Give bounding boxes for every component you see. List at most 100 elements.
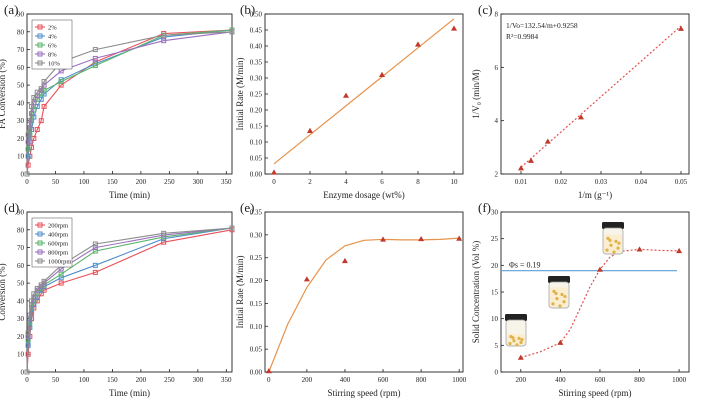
y-tick-label: 0.25: [250, 254, 263, 262]
data-point: [303, 276, 310, 282]
data-point: [557, 339, 564, 345]
x-tick-label: 0.01: [515, 178, 528, 186]
data-point: [58, 271, 64, 277]
vial-illustration-high: [602, 222, 624, 255]
y-tick-label: 20: [17, 135, 25, 143]
legend-label: 2%: [48, 25, 57, 32]
data-point: [92, 55, 98, 61]
plot-frame: [264, 211, 464, 373]
legend-swatch-marker: [37, 258, 43, 264]
panel-label: (a): [4, 2, 18, 17]
vial-illustration-low: [505, 314, 527, 347]
x-tick-label: 0: [25, 178, 29, 186]
vial-particle: [616, 246, 620, 250]
vial-particle: [555, 297, 559, 301]
vial-particle: [612, 250, 616, 254]
x-tick-label: 250: [164, 178, 175, 186]
data-point: [676, 247, 683, 254]
x-tick-label: 50: [52, 178, 60, 186]
legend-label: 6%: [48, 43, 57, 50]
y-tick-label: 4: [495, 117, 499, 125]
y-tick-label: 10: [491, 315, 499, 323]
data-point: [41, 103, 47, 109]
plot-frame: [264, 13, 464, 175]
vial-particle: [519, 340, 523, 345]
vial-cap: [505, 314, 527, 321]
data-point: [528, 157, 534, 163]
vial-particle: [511, 336, 515, 340]
legend-label: 1000rpm: [48, 259, 71, 266]
y-axis-label: 1/V₀ (min/M): [471, 69, 481, 118]
data-point: [27, 125, 33, 131]
chart-panel-1: (a) 0 50 100 150 200 250 300 350 0 10 20 30 40 50 60 70 8…: [0, 2, 235, 200]
x-tick-label: 600: [378, 376, 389, 384]
panel-label: (e): [240, 200, 254, 215]
x-tick-label: 200: [516, 376, 527, 384]
data-point: [25, 132, 31, 138]
x-axis-label: Time (min): [109, 190, 150, 200]
y-tick-label: 40: [17, 297, 25, 305]
x-tick-label: 200: [302, 376, 313, 384]
data-point: [38, 282, 44, 288]
data-point: [58, 280, 64, 286]
x-tick-label: 100: [79, 178, 90, 186]
x-axis-label: Time (min): [109, 388, 150, 398]
vial-particle: [512, 339, 516, 343]
data-point: [25, 330, 31, 336]
y-tick-label: 10: [17, 351, 25, 359]
x-axis-label: Enzyme dosage (wt%): [323, 190, 404, 200]
x-tick-label: 0: [267, 376, 271, 384]
x-axis-label: Stirring speed (rpm): [328, 388, 401, 398]
data-point: [596, 266, 603, 272]
data-point: [38, 118, 44, 124]
y-tick-label: 30: [17, 117, 25, 125]
legend-label: 800rpm: [48, 250, 68, 257]
fit-r-squared: R²=0.9984: [506, 32, 538, 41]
data-point: [161, 230, 167, 236]
x-axis-label: 1/m (g⁻¹): [578, 190, 612, 200]
panel-label: (b): [240, 2, 255, 17]
plot-frame: [500, 13, 690, 175]
vial-particle: [609, 243, 613, 247]
x-tick-label: 0.02: [555, 178, 568, 186]
data-point: [29, 111, 35, 117]
y-tick-label: 60: [17, 64, 25, 72]
y-tick-label: 0.10: [250, 139, 263, 147]
y-tick-label: 0.45: [250, 27, 263, 35]
y-tick-label: 0.30: [250, 231, 263, 239]
legend-label: 400rpm: [48, 232, 68, 239]
vial-particle: [515, 343, 519, 347]
legend-swatch-marker: [37, 42, 43, 48]
data-point: [34, 285, 40, 291]
y-tick-label: 20: [17, 333, 25, 341]
x-tick-label: 0: [272, 178, 276, 186]
legend-label: 4%: [48, 34, 57, 41]
x-tick-label: 10: [451, 178, 459, 186]
y-tick-label: 0.15: [250, 300, 263, 308]
data-point: [379, 71, 385, 77]
panel-label: (f): [478, 200, 491, 215]
y-tick-label: 0.40: [250, 43, 263, 51]
y-tick-label: 0.35: [250, 209, 263, 217]
y-axis-label: Solid Concentration (Vol %): [471, 241, 481, 344]
x-tick-label: 0.04: [635, 178, 648, 186]
y-tick-label: 60: [17, 262, 25, 270]
data-point: [31, 95, 37, 101]
y-tick-label: 0.20: [250, 277, 263, 285]
vial-cap: [602, 222, 624, 229]
x-tick-label: 8: [416, 178, 420, 186]
legend-swatch-marker: [37, 240, 43, 246]
y-tick-label: 0.30: [250, 75, 263, 83]
vial-particle: [520, 337, 524, 342]
vial-particle: [508, 342, 512, 346]
chart-panel-4: (d) 0 50 100 150 200 250 300 350 0 10 20 30 40 50 60 70 8…: [0, 200, 235, 398]
vial-particle: [563, 294, 567, 299]
x-tick-label: 4: [344, 178, 348, 186]
y-tick-label: 50: [17, 280, 25, 288]
x-tick-label: 200: [136, 376, 147, 384]
y-tick-label: 90: [17, 11, 25, 19]
y-tick-label: 6: [495, 64, 499, 72]
y-tick-label: 0.05: [250, 155, 263, 163]
y-tick-label: 0.35: [250, 59, 263, 67]
